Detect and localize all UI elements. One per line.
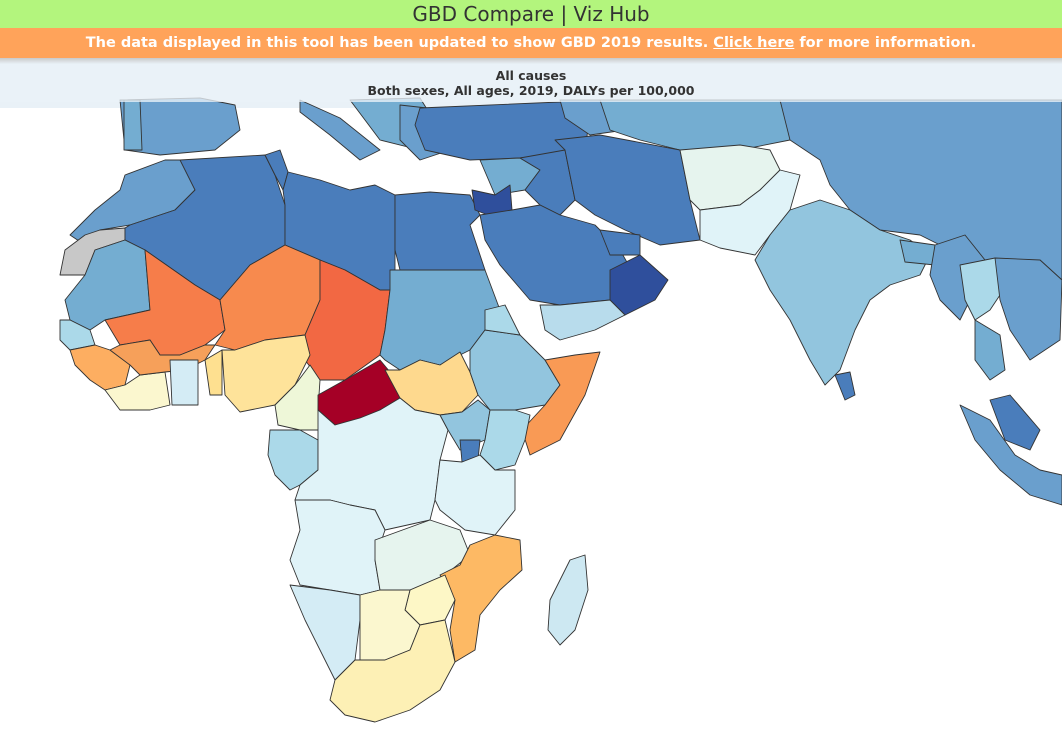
country-benin[interactable] <box>204 349 223 396</box>
country-madagascar[interactable] <box>547 554 589 646</box>
country-sri-lanka[interactable] <box>834 371 856 401</box>
country-nigeria[interactable] <box>221 334 311 413</box>
banner-text-before: The data displayed in this tool has been… <box>85 35 714 51</box>
country-drc[interactable] <box>294 397 449 531</box>
country-indonesia[interactable] <box>959 404 1062 506</box>
country-south-africa[interactable] <box>329 619 456 723</box>
choropleth-map[interactable] <box>0 58 1062 746</box>
map-title: All causes <box>495 68 567 83</box>
country-somalia[interactable] <box>521 351 601 456</box>
country-italy[interactable] <box>299 99 381 161</box>
map-svg[interactable] <box>0 58 1062 746</box>
country-portugal[interactable] <box>123 99 143 151</box>
map-title-box: All causes Both sexes, All ages, 2019, D… <box>0 64 1062 102</box>
country-iran[interactable] <box>554 134 701 246</box>
country-malaysia-peninsula[interactable] <box>974 319 1006 381</box>
country-egypt[interactable] <box>394 191 486 271</box>
country-kenya[interactable] <box>479 409 531 471</box>
country-ghana[interactable] <box>169 359 199 406</box>
country-uae[interactable] <box>599 229 641 256</box>
country-ethiopia[interactable] <box>469 329 561 411</box>
country-angola[interactable] <box>289 499 386 596</box>
header-shadow <box>0 58 1062 64</box>
country-tanzania[interactable] <box>434 454 516 536</box>
country-mozambique[interactable] <box>439 534 523 663</box>
map-subtitle: Both sexes, All ages, 2019, DALYs per 10… <box>367 83 695 98</box>
app-header: GBD Compare | Viz Hub <box>0 0 1062 28</box>
app-title: GBD Compare | Viz Hub <box>412 2 650 26</box>
country-yemen[interactable] <box>539 299 626 341</box>
country-nepal-bangladesh[interactable] <box>899 239 936 266</box>
country-cote-divoire[interactable] <box>104 371 171 411</box>
country-eritrea[interactable] <box>484 304 521 336</box>
update-banner: The data displayed in this tool has been… <box>0 28 1062 58</box>
banner-text-after: for more information. <box>794 35 977 51</box>
country-chad[interactable] <box>304 259 391 381</box>
country-malaysia[interactable] <box>989 394 1041 451</box>
banner-link[interactable]: Click here <box>713 35 795 51</box>
country-laos-vietnam[interactable] <box>994 257 1062 361</box>
banner-text: The data displayed in this tool has been… <box>86 35 977 51</box>
country-india[interactable] <box>754 199 931 386</box>
